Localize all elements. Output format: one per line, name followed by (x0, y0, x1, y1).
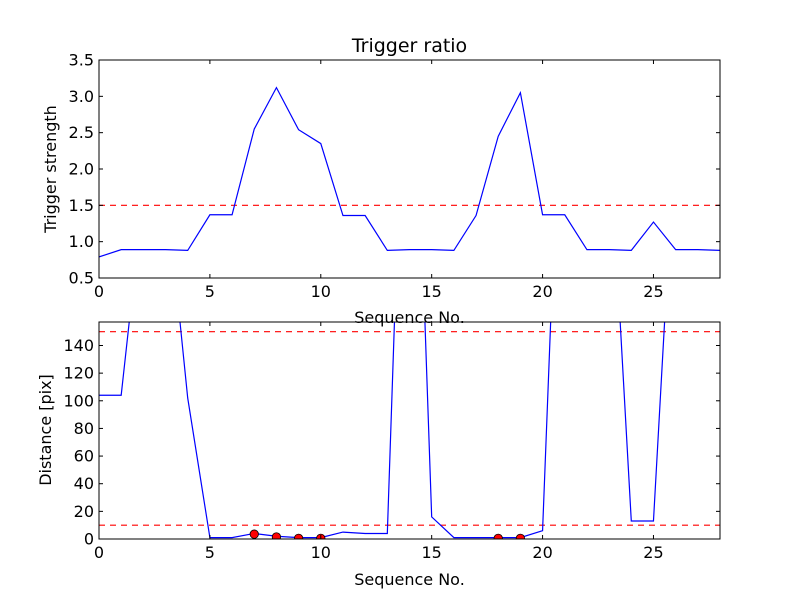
y-tick-label: 0 (84, 530, 94, 549)
axes-frame (98, 59, 721, 279)
data-series-line (99, 322, 666, 539)
data-marker (493, 533, 503, 539)
y-tick-label: 2.0 (69, 160, 94, 179)
x-tick-label: 5 (205, 543, 215, 562)
y-tick-label: 140 (63, 336, 94, 355)
x-axis-label: Sequence No. (354, 308, 465, 327)
data-marker (271, 532, 282, 539)
y-tick-label: 40 (74, 474, 94, 493)
x-axis-label: Sequence No. (354, 570, 465, 589)
x-tick-label: 10 (311, 282, 331, 301)
x-tick-label: 15 (421, 282, 441, 301)
y-tick-label: 80 (74, 419, 94, 438)
y-tick-label: 1.0 (69, 232, 94, 251)
y-tick-label: 2.5 (69, 123, 94, 142)
data-series-line (99, 86, 720, 258)
axes-frame (98, 321, 721, 540)
distance-chart: 0 5 10 15 20 25 0 20 40 60 80 100 120 140 Sequence No… (36, 321, 721, 589)
y-tick-label: 20 (74, 502, 94, 521)
y-axis-label: Distance [pix] (36, 374, 55, 486)
tick-group: 0 5 10 15 20 25 0.5 1.0 1.5 2.0 2.5 3.0 3.5 (69, 51, 720, 301)
x-tick-label: 25 (643, 543, 663, 562)
plot-area (99, 322, 720, 539)
y-axis-label: Trigger strength (41, 105, 60, 234)
data-marker (515, 533, 525, 539)
x-tick-label: 0 (94, 543, 104, 562)
x-tick-label: 25 (643, 282, 663, 301)
data-marker (294, 533, 304, 539)
y-tick-label: 0.5 (69, 269, 94, 288)
x-tick-label: 15 (421, 543, 441, 562)
y-tick-label: 3.0 (69, 87, 94, 106)
chart-title: Trigger ratio (351, 35, 467, 57)
data-marker (249, 529, 259, 539)
x-tick-label: 0 (94, 282, 104, 301)
y-tick-label: 1.5 (69, 196, 94, 215)
trigger-ratio-chart: Trigger ratio 0 5 10 15 20 25 0.5 1.0 1.5 2.0 2.5 3… (41, 35, 721, 327)
x-tick-label: 20 (532, 543, 552, 562)
plot-area (99, 86, 720, 258)
y-tick-label: 3.5 (69, 51, 94, 70)
x-tick-label: 10 (311, 543, 331, 562)
tick-group: 0 5 10 15 20 25 0 20 40 60 80 100 120 140 (63, 322, 720, 562)
y-tick-label: 60 (74, 447, 94, 466)
x-tick-label: 20 (532, 282, 552, 301)
y-tick-label: 120 (63, 364, 94, 383)
y-tick-label: 100 (63, 391, 94, 410)
x-tick-label: 5 (205, 282, 215, 301)
